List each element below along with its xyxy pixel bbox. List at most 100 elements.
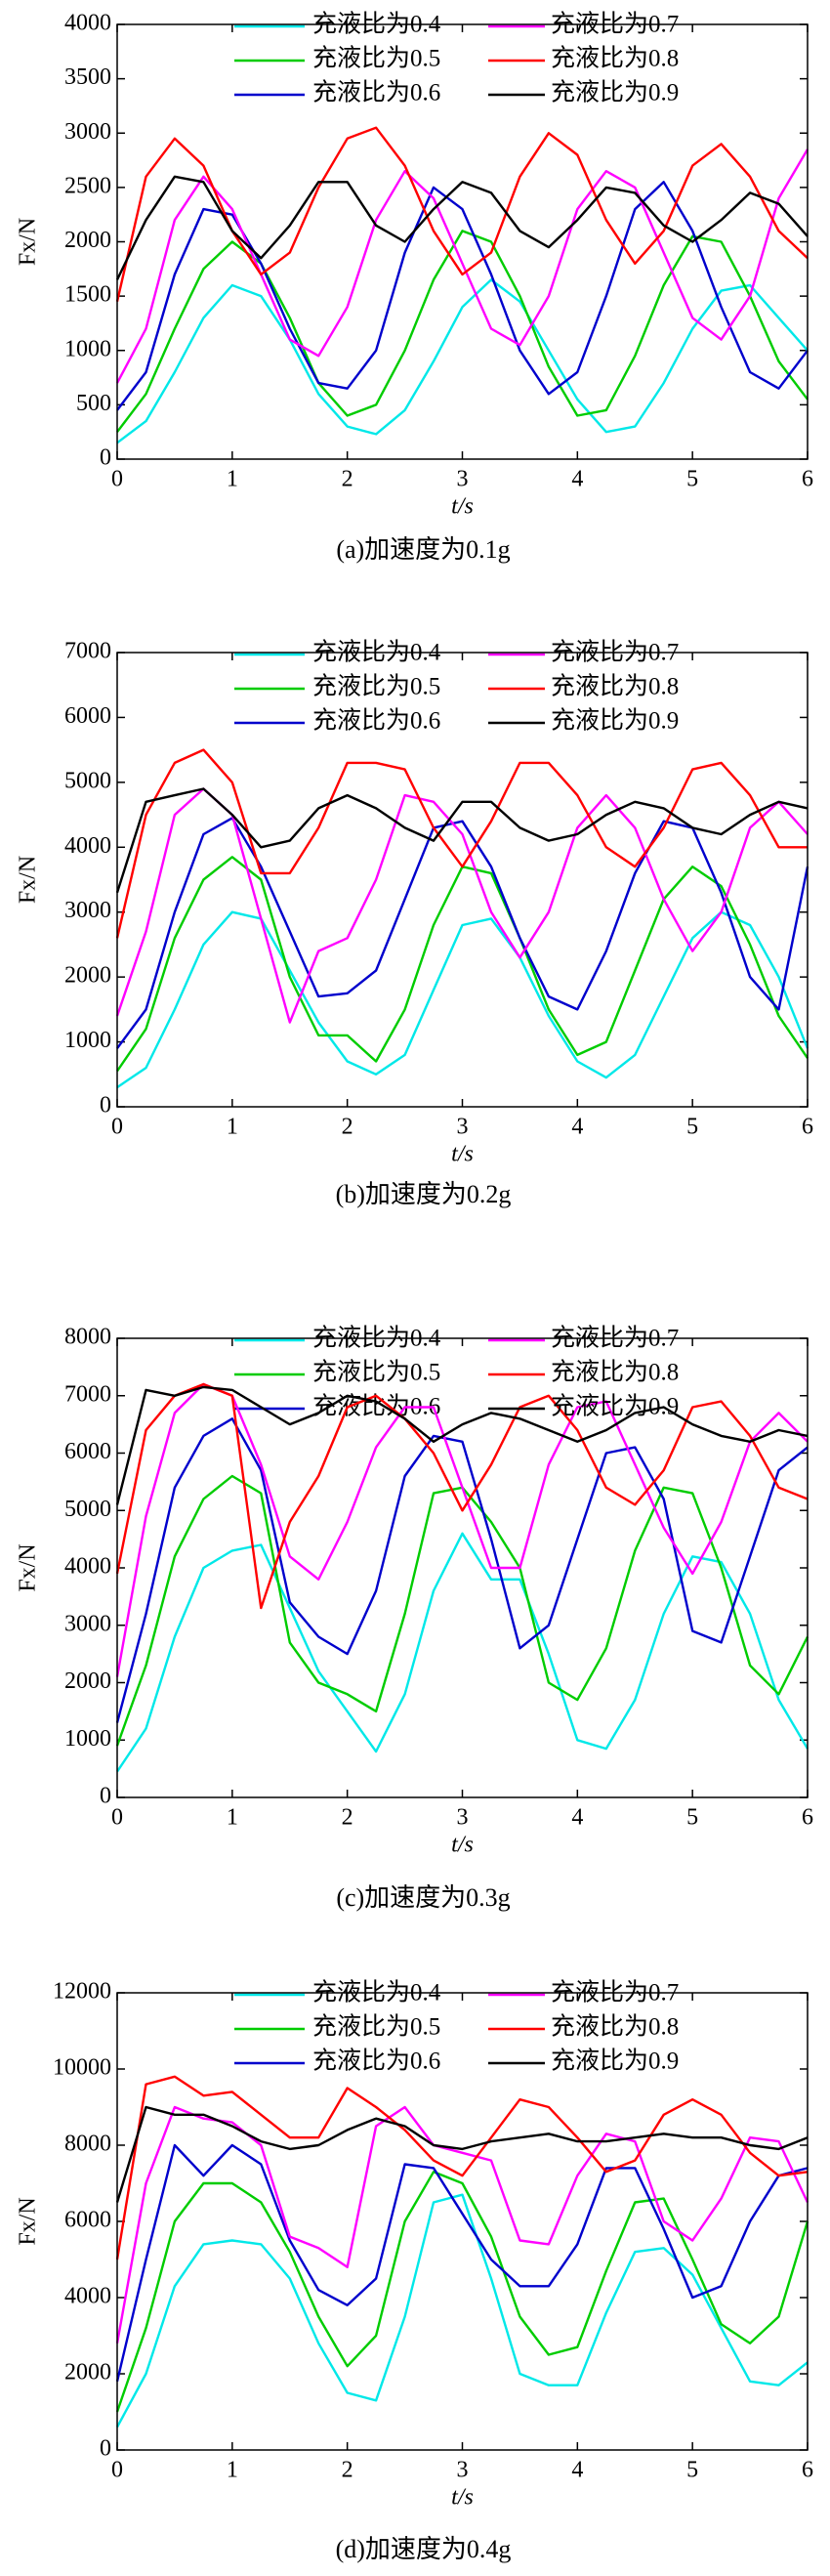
y-tick-label: 6000 [64,2208,111,2233]
legend-label: 充液比为0.6 [312,2048,440,2075]
series-line [115,2171,809,2413]
x-tick-label: 0 [111,2458,123,2483]
series-line [115,1417,809,1723]
y-axis-label: Fx/N [16,1543,41,1591]
y-tick-label: 2000 [64,963,111,989]
legend-label: 充液比为0.5 [312,45,440,72]
y-tick-label: 2000 [64,1668,111,1694]
x-tick-label: 5 [686,1805,698,1831]
x-tick-label: 2 [342,2458,353,2483]
plot-frame [116,1992,809,2451]
legend-label: 充液比为0.6 [312,79,440,106]
legend-label: 充液比为0.5 [312,2013,440,2041]
y-tick-label: 4000 [64,833,111,859]
legend-label: 充液比为0.9 [551,1393,679,1420]
y-tick-label: 6000 [64,1439,111,1464]
y-tick-label: 0 [100,445,111,471]
legend-label: 充液比为0.5 [312,673,440,700]
legend-label: 充液比为0.8 [551,1359,679,1386]
series-line [116,910,809,1089]
legend-label: 充液比为0.8 [551,2013,679,2041]
y-tick-label: 6000 [64,703,111,729]
series-line [116,278,809,444]
y-tick-label: 2000 [64,228,111,253]
series-line [115,2143,809,2383]
series-line [115,1382,809,1610]
legend-label: 充液比为0.6 [312,707,440,735]
legend-label: 充液比为0.8 [551,673,679,700]
x-tick-label: 2 [342,1115,353,1140]
x-tick-label: 1 [227,467,238,492]
y-tick-label: 500 [76,391,111,416]
y-tick-label: 5000 [64,1497,111,1522]
y-tick-label: 10000 [53,2055,111,2081]
y-tick-label: 5000 [64,768,111,793]
x-tick-label: 1 [227,1805,238,1831]
y-tick-label: 0 [100,2436,111,2462]
series-line [116,817,809,1049]
x-tick-label: 2 [342,1805,353,1831]
y-axis-label: Fx/N [16,218,41,266]
series-line [115,1385,809,1505]
y-tick-label: 7000 [64,639,111,664]
series-line [115,2105,809,2344]
y-tick-label: 2000 [64,2360,111,2386]
y-tick-label: 1000 [64,1726,111,1752]
x-tick-label: 3 [457,1805,469,1831]
y-tick-label: 12000 [53,1979,111,2005]
x-tick-label: 4 [571,1115,583,1140]
series-line [116,856,809,1073]
series-line [116,230,809,433]
series-line [115,148,809,384]
legend-label: 充液比为0.9 [551,79,679,106]
y-tick-label: 8000 [64,2132,111,2157]
series-line [116,1532,809,1773]
plot-frame [116,23,809,460]
y-tick-label: 3000 [64,119,111,145]
series-line [115,126,809,302]
series-line [115,2075,809,2260]
series-line [116,181,809,411]
legend-label: 充液比为0.5 [312,1359,440,1386]
y-tick-label: 1000 [64,1028,111,1053]
x-tick-label: 3 [457,467,469,492]
plot-frame [116,1337,809,1798]
x-tick-label: 5 [686,2458,698,2483]
legend-label: 充液比为0.9 [551,707,679,735]
x-tick-label: 0 [111,467,123,492]
y-axis-label: Fx/N [16,2197,41,2245]
legend-label: 充液比为0.8 [551,45,679,72]
y-axis-label: Fx/N [16,856,41,904]
y-tick-label: 8000 [64,1325,111,1350]
x-tick-label: 6 [802,1805,813,1831]
series-line [115,748,808,939]
y-tick-label: 4000 [64,1554,111,1580]
legend-label: 充液比为0.9 [551,2048,679,2075]
caption: (c)加速度为0.3g [336,1883,510,1912]
y-tick-label: 1000 [64,336,111,361]
series-line [115,1474,809,1747]
y-tick-label: 3000 [64,1611,111,1636]
x-tick-label: 1 [227,1115,238,1140]
x-tick-label: 1 [227,2458,238,2483]
x-tick-label: 6 [802,1115,813,1140]
x-tick-label: 4 [571,2458,583,2483]
x-axis-label: t/s [451,1833,474,1858]
x-tick-label: 5 [686,467,698,492]
y-tick-label: 3500 [64,64,111,90]
series-line [115,2193,809,2428]
y-tick-label: 3000 [64,898,111,923]
x-tick-label: 0 [111,1115,123,1140]
x-axis-label: t/s [451,494,474,520]
x-tick-label: 3 [457,2458,469,2483]
x-axis-label: t/s [451,2485,474,2511]
x-tick-label: 6 [802,467,813,492]
x-tick-label: 5 [686,1115,698,1140]
x-tick-label: 4 [571,1805,583,1831]
y-tick-label: 0 [100,1093,111,1119]
x-tick-label: 2 [342,467,353,492]
series-line [115,787,809,894]
x-tick-label: 6 [802,2458,813,2483]
y-tick-label: 7000 [64,1381,111,1407]
